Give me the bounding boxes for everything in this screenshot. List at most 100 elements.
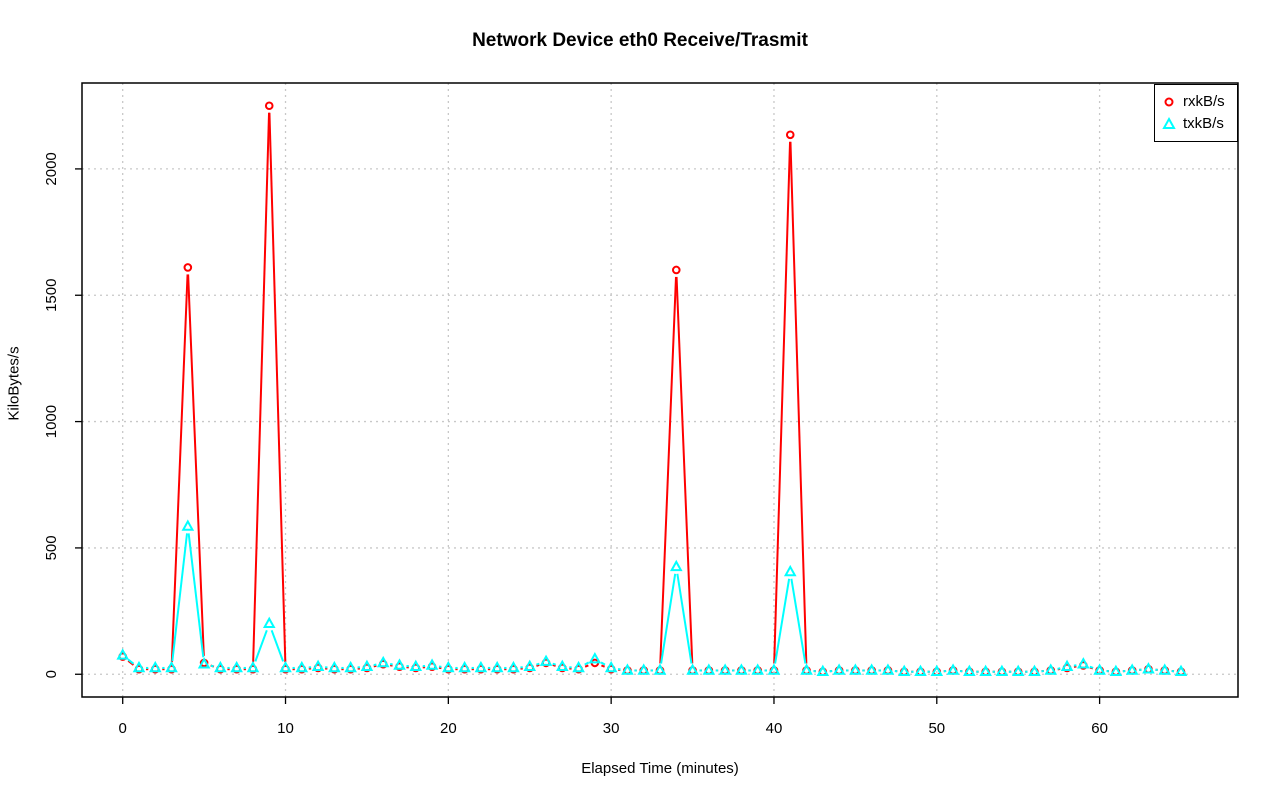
data-point bbox=[556, 659, 569, 671]
x-tick-label: 40 bbox=[766, 720, 783, 737]
x-tick-label: 20 bbox=[440, 720, 457, 737]
data-point bbox=[832, 663, 846, 675]
series-segment bbox=[552, 662, 556, 666]
data-point bbox=[671, 265, 681, 275]
data-point bbox=[1011, 664, 1025, 677]
data-point bbox=[881, 663, 895, 675]
data-point bbox=[816, 664, 830, 677]
data-point bbox=[1142, 662, 1155, 674]
data-point bbox=[539, 654, 553, 666]
series-txkb-s bbox=[116, 519, 1188, 677]
y-tick-label: 1000 bbox=[43, 405, 60, 438]
x-tick-label: 10 bbox=[277, 720, 294, 737]
series-segment bbox=[270, 629, 285, 662]
data-point bbox=[148, 660, 162, 673]
data-point bbox=[1125, 663, 1139, 675]
data-point bbox=[183, 263, 193, 272]
y-tick-label: 2000 bbox=[43, 152, 60, 185]
data-point bbox=[702, 663, 716, 675]
series-segment bbox=[536, 664, 540, 667]
data-point bbox=[849, 663, 862, 675]
series-segment bbox=[1057, 667, 1061, 670]
grid bbox=[82, 83, 1238, 697]
data-point bbox=[197, 657, 211, 669]
data-point bbox=[946, 663, 960, 675]
data-point bbox=[637, 663, 651, 675]
data-point bbox=[458, 660, 471, 673]
data-point bbox=[588, 652, 602, 664]
data-point bbox=[1077, 657, 1090, 669]
data-point bbox=[1060, 659, 1074, 671]
data-point bbox=[1028, 664, 1041, 677]
plot-frame bbox=[81, 82, 1239, 698]
data-point bbox=[214, 660, 227, 673]
data-point bbox=[914, 664, 927, 677]
data-point bbox=[279, 660, 292, 673]
legend-item-rx: rxkB/s bbox=[1161, 93, 1225, 110]
x-tick-label: 50 bbox=[928, 720, 945, 737]
data-point bbox=[425, 658, 439, 670]
y-axis-label: KiloBytes/s bbox=[5, 346, 23, 421]
data-point bbox=[1093, 663, 1106, 675]
series-segment bbox=[373, 664, 377, 668]
data-point bbox=[604, 660, 618, 673]
data-point bbox=[116, 648, 130, 660]
series-segment bbox=[676, 573, 693, 664]
series-segment bbox=[660, 573, 677, 664]
x-tick-label: 0 bbox=[119, 720, 127, 737]
data-point bbox=[409, 659, 423, 671]
series-segment bbox=[675, 276, 694, 664]
y-tick-label: 500 bbox=[43, 535, 60, 560]
data-point bbox=[523, 659, 537, 671]
data-point bbox=[1158, 663, 1172, 675]
data-point bbox=[262, 616, 276, 629]
data-point bbox=[376, 655, 390, 668]
data-point bbox=[735, 663, 748, 675]
data-point bbox=[344, 660, 357, 673]
data-point bbox=[230, 660, 243, 673]
x-tick-label: 30 bbox=[603, 720, 620, 737]
data-point bbox=[930, 664, 944, 677]
data-point bbox=[572, 660, 585, 673]
data-point bbox=[1174, 664, 1188, 677]
data-point bbox=[963, 664, 976, 677]
data-point bbox=[783, 564, 797, 577]
series-segment bbox=[171, 533, 189, 662]
data-point bbox=[264, 101, 274, 111]
y-tick-label: 0 bbox=[43, 670, 60, 678]
data-point bbox=[800, 663, 813, 675]
series-segment bbox=[187, 274, 205, 656]
data-point bbox=[669, 559, 683, 572]
series-segment bbox=[789, 141, 808, 664]
data-point bbox=[132, 660, 146, 673]
series-segment bbox=[790, 578, 807, 664]
data-point bbox=[979, 664, 992, 677]
series-segment bbox=[373, 663, 377, 667]
series-segment bbox=[659, 276, 677, 664]
data-point bbox=[767, 663, 781, 675]
series-segment bbox=[254, 629, 268, 662]
legend-label-rx: rxkB/s bbox=[1183, 93, 1225, 110]
data-point bbox=[1044, 663, 1058, 675]
data-point bbox=[246, 660, 260, 673]
data-point bbox=[311, 659, 325, 671]
series-segment bbox=[252, 112, 271, 663]
series-rxkb-s bbox=[118, 101, 1186, 677]
series-segment bbox=[1089, 665, 1094, 669]
series-segment bbox=[773, 141, 792, 664]
triangle-marker-icon bbox=[1162, 116, 1176, 129]
data-point bbox=[621, 663, 634, 675]
series-segment bbox=[536, 662, 540, 666]
series-segment bbox=[584, 661, 590, 666]
axes: 0 10 20 30 40 50 60 0 500 1000 1500 2000 bbox=[43, 152, 1108, 737]
series-segment bbox=[774, 578, 791, 664]
legend: rxkB/s txkB/s bbox=[1154, 84, 1238, 142]
data-point bbox=[897, 664, 911, 677]
data-point bbox=[490, 660, 504, 673]
series-group bbox=[116, 101, 1188, 677]
x-tick-label: 60 bbox=[1091, 720, 1108, 737]
data-point bbox=[360, 659, 374, 671]
data-point bbox=[165, 660, 178, 673]
data-point bbox=[181, 519, 195, 531]
